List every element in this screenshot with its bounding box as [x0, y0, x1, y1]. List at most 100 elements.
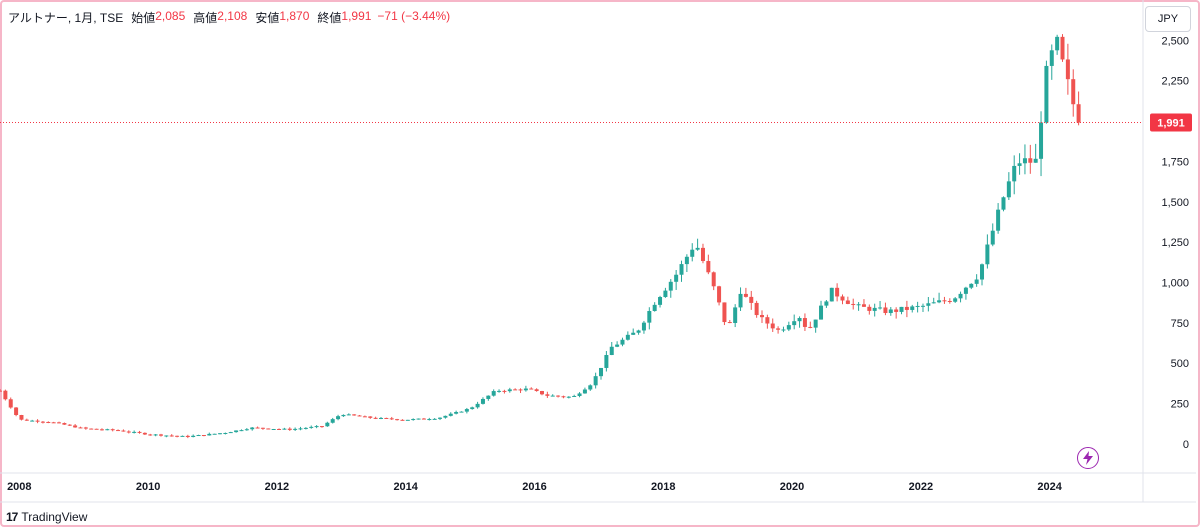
candle-body	[706, 261, 711, 273]
candle-body	[212, 433, 217, 435]
x-tick-label: 2018	[651, 481, 675, 493]
candle-body	[443, 415, 448, 418]
low-label: 安値	[255, 11, 280, 25]
candle-body	[14, 407, 19, 416]
candle-body	[448, 413, 453, 416]
candle-body	[1076, 104, 1081, 123]
candle-body	[438, 417, 443, 419]
candle-body	[207, 433, 212, 436]
symbol-label[interactable]: アルトナー, 1月, TSE	[8, 11, 124, 25]
candle-body	[700, 247, 705, 262]
candle-body	[942, 300, 947, 302]
candle-body	[105, 429, 110, 431]
candle-body	[738, 293, 743, 308]
candle-body	[566, 396, 571, 398]
candle-body	[19, 415, 24, 420]
y-tick-label: 750	[1171, 318, 1189, 330]
candle-body	[395, 419, 400, 421]
candle-body	[684, 256, 689, 265]
candle-body	[835, 287, 840, 297]
candle-body	[1039, 122, 1044, 159]
candle-body	[1012, 165, 1017, 182]
candle-body	[743, 293, 748, 297]
candle-body	[845, 300, 850, 304]
candle-body	[196, 435, 201, 437]
candle-body	[191, 435, 196, 438]
candle-body	[373, 417, 378, 419]
candle-body	[572, 395, 577, 397]
candle-body	[99, 429, 104, 431]
candle-body	[529, 388, 534, 390]
candle-body	[384, 417, 389, 419]
candle-body	[963, 287, 968, 294]
candle-body	[287, 428, 292, 430]
candle-body	[234, 430, 239, 433]
candle-body	[1071, 79, 1076, 105]
y-tick-label: 1,750	[1161, 156, 1189, 168]
candle-body	[352, 414, 357, 416]
candle-body	[631, 332, 636, 335]
y-tick-label: 1,000	[1161, 278, 1189, 290]
candle-body	[164, 435, 169, 437]
candle-body	[298, 428, 303, 430]
candle-body	[953, 298, 958, 302]
tradingview-logo[interactable]: 17 TradingView	[6, 510, 87, 524]
candle-body	[878, 307, 883, 309]
y-tick-label: 2,250	[1161, 76, 1189, 88]
candle-body	[851, 303, 856, 305]
change-value: −71 (−3.44%)	[377, 9, 451, 23]
last-price-badge-text: 1,991	[1157, 118, 1185, 130]
candle-body	[357, 415, 362, 417]
candle-body	[218, 433, 223, 435]
candle-body	[652, 304, 657, 312]
candle-body	[475, 403, 480, 408]
lightning-icon[interactable]	[1077, 447, 1099, 469]
candle-body	[1006, 181, 1011, 198]
y-tick-label: 1,500	[1161, 197, 1189, 209]
candle-body	[470, 407, 475, 410]
candle-body	[362, 416, 367, 418]
candle-body	[727, 322, 732, 324]
candle-body	[67, 424, 72, 426]
candle-body	[1055, 36, 1060, 51]
candle-body	[239, 430, 244, 432]
x-tick-label: 2020	[780, 481, 804, 493]
candle-body	[502, 390, 507, 392]
candle-body	[51, 422, 56, 424]
candle-body	[1065, 59, 1070, 80]
candle-body	[266, 428, 271, 430]
candle-body	[303, 427, 308, 429]
candle-body	[556, 395, 561, 397]
candle-body	[368, 416, 373, 418]
x-tick-label: 2010	[136, 481, 160, 493]
candle-body	[24, 419, 29, 421]
candle-body	[223, 432, 228, 434]
candle-body	[497, 390, 502, 392]
candle-body	[915, 305, 920, 307]
currency-button[interactable]: JPY	[1145, 6, 1191, 32]
high-label: 高値	[193, 11, 218, 25]
candle-body	[980, 264, 985, 280]
candle-body	[808, 326, 813, 328]
candle-body	[201, 435, 206, 437]
candle-body	[464, 409, 469, 412]
candle-body	[271, 428, 276, 430]
x-tick-label: 2012	[265, 481, 289, 493]
candle-body	[733, 307, 738, 324]
candle-body	[46, 421, 51, 423]
candle-body	[910, 306, 915, 310]
candle-body	[40, 421, 45, 423]
candle-body	[1001, 197, 1006, 210]
candle-body	[116, 430, 121, 432]
candle-body	[282, 428, 287, 430]
candle-body	[185, 435, 190, 438]
candle-body	[255, 427, 260, 429]
candle-body	[641, 322, 646, 331]
x-tick-label: 2022	[909, 481, 933, 493]
candle-body	[722, 302, 727, 323]
candle-body	[148, 434, 153, 436]
candle-body	[717, 286, 722, 303]
x-tick-label: 2014	[393, 481, 418, 493]
candle-body	[760, 315, 764, 318]
